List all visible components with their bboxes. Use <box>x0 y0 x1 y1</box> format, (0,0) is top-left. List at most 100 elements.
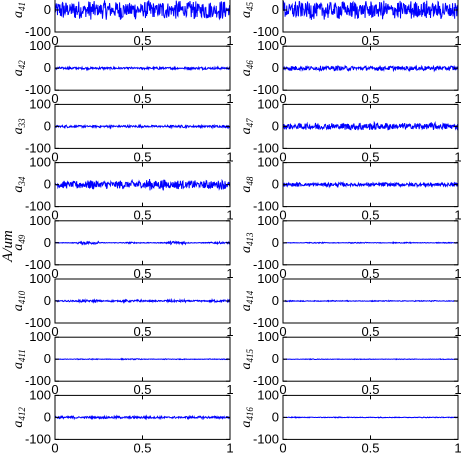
y-tick-label: 100 <box>29 155 51 170</box>
x-tick-label: 0 <box>279 91 286 106</box>
x-tick-label: 0 <box>51 440 58 455</box>
x-tick-label: 0 <box>51 33 58 48</box>
y-tick-label: 0 <box>44 60 51 75</box>
y-tick-label: 0 <box>272 2 279 17</box>
y-axis-label: A/um <box>0 230 16 263</box>
y-tick-label: 100 <box>257 155 279 170</box>
x-tick-label: 1 <box>226 149 233 164</box>
x-tick-label: 0 <box>51 91 58 106</box>
series-line-a415 <box>282 358 459 361</box>
y-tick-label: -100 <box>253 82 279 97</box>
series-line-a48 <box>282 181 459 189</box>
x-tick-label: 1 <box>454 33 461 48</box>
x-tick-label: 0.5 <box>133 324 151 339</box>
y-tick-label: -100 <box>253 24 279 39</box>
x-tick-label: 0 <box>51 266 58 281</box>
y-tick-label: 0 <box>272 293 279 308</box>
series-line-a413 <box>282 241 459 245</box>
panels: 1000-10000.51a411000-10000.51a421000-100… <box>11 0 462 455</box>
x-tick-label: 1 <box>454 208 461 223</box>
x-tick-label: 0 <box>51 324 58 339</box>
x-tick-label: 0 <box>279 33 286 48</box>
series-line-a49 <box>54 240 231 246</box>
y-tick-label: 0 <box>44 409 51 424</box>
series-line-a46 <box>282 64 459 73</box>
y-tick-label: 100 <box>257 387 279 402</box>
y-tick-label: 0 <box>272 409 279 424</box>
x-tick-label: 1 <box>226 382 233 397</box>
y-tick-label: 100 <box>29 38 51 53</box>
x-tick-label: 0.5 <box>361 149 379 164</box>
y-tick-label: -100 <box>25 315 51 330</box>
y-tick-label: -100 <box>25 140 51 155</box>
series-line-a47 <box>282 120 459 131</box>
x-tick-label: 0 <box>51 208 58 223</box>
y-tick-label: 100 <box>257 96 279 111</box>
x-tick-label: 0.5 <box>361 324 379 339</box>
y-tick-label: 100 <box>29 96 51 111</box>
x-tick-label: 0.5 <box>361 440 379 455</box>
x-tick-label: 1 <box>454 266 461 281</box>
y-tick-label: -100 <box>253 431 279 446</box>
series-line-a414 <box>282 299 459 303</box>
y-tick-label: 0 <box>44 2 51 17</box>
x-tick-label: 0.5 <box>361 33 379 48</box>
y-tick-label: -100 <box>253 140 279 155</box>
series-line-a416 <box>282 416 459 419</box>
x-tick-label: 0 <box>279 149 286 164</box>
x-tick-label: 0.5 <box>361 382 379 397</box>
x-tick-label: 0.5 <box>361 266 379 281</box>
y-tick-label: 100 <box>29 213 51 228</box>
x-tick-label: 0 <box>279 324 286 339</box>
y-tick-label: -100 <box>253 199 279 214</box>
panel-label: a42 <box>11 60 27 77</box>
y-tick-label: 0 <box>44 351 51 366</box>
x-tick-label: 1 <box>454 91 461 106</box>
y-tick-label: 0 <box>44 118 51 133</box>
series-line-a411 <box>54 357 231 361</box>
series-line-a41 <box>54 0 231 21</box>
panel-label: a46 <box>239 60 255 77</box>
y-tick-label: -100 <box>25 257 51 272</box>
series-line-a42 <box>54 65 231 72</box>
y-tick-label: -100 <box>25 82 51 97</box>
y-tick-label: 100 <box>29 387 51 402</box>
panel-label: a412 <box>11 407 27 428</box>
y-tick-label: 100 <box>29 271 51 286</box>
series-line-a33 <box>54 123 231 130</box>
panel-label: a47 <box>239 118 255 134</box>
x-tick-label: 0.5 <box>133 91 151 106</box>
y-tick-label: -100 <box>25 373 51 388</box>
panel-label: a45 <box>239 2 255 19</box>
x-tick-label: 0 <box>279 208 286 223</box>
y-tick-label: 0 <box>272 118 279 133</box>
x-tick-label: 0.5 <box>361 208 379 223</box>
series-line-a412 <box>54 414 231 421</box>
y-tick-label: -100 <box>253 373 279 388</box>
panel-label: a415 <box>239 348 255 369</box>
x-tick-label: 0.5 <box>133 33 151 48</box>
y-tick-label: 0 <box>272 177 279 192</box>
x-tick-label: 1 <box>226 266 233 281</box>
panel-label: a49 <box>11 234 27 251</box>
panel-label: a416 <box>239 407 255 428</box>
series-line-a45 <box>282 0 459 20</box>
y-tick-label: 0 <box>44 293 51 308</box>
y-tick-label: -100 <box>25 431 51 446</box>
x-tick-label: 1 <box>226 208 233 223</box>
x-tick-label: 1 <box>454 324 461 339</box>
x-tick-label: 0 <box>51 382 58 397</box>
x-tick-label: 0.5 <box>133 149 151 164</box>
x-tick-label: 1 <box>454 149 461 164</box>
x-tick-label: 0 <box>51 149 58 164</box>
x-tick-label: 0.5 <box>133 266 151 281</box>
